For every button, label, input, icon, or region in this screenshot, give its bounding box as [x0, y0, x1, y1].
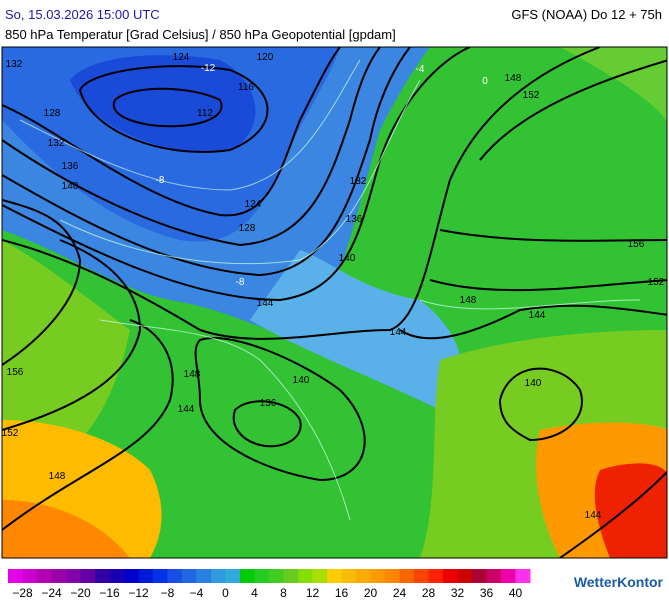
colorbar-cell	[211, 569, 226, 583]
contour-label: 148	[184, 369, 201, 380]
colorbar-cell	[298, 569, 313, 583]
contour-label: 148	[505, 73, 522, 84]
colorbar-label: −28	[12, 586, 33, 600]
colorbar-cell	[515, 569, 531, 583]
colorbar-cell	[269, 569, 284, 583]
contour-label: 132	[350, 176, 367, 187]
model-label: GFS (NOAA) Do 12 + 75h	[511, 7, 662, 22]
colorbar-label: 20	[364, 586, 378, 600]
colorbar-cell	[443, 569, 458, 583]
colorbar-cell	[356, 569, 371, 583]
colorbar-cell	[167, 569, 183, 583]
colorbar-cell	[385, 569, 400, 583]
contour-label: 156	[628, 239, 645, 250]
contour-label: 152	[523, 90, 540, 101]
colorbar-cell	[399, 569, 415, 583]
colorbar-label: 16	[335, 586, 349, 600]
colorbar-cell	[312, 569, 328, 583]
colorbar-label: −4	[190, 586, 204, 600]
colorbar-cell	[196, 569, 212, 583]
colorbar-label: 8	[280, 586, 287, 600]
contour-label: 148	[460, 295, 477, 306]
contour-label: -12	[201, 63, 216, 74]
contour-label: 124	[245, 199, 262, 210]
colorbar-label: −8	[161, 586, 175, 600]
contour-label: 128	[239, 223, 256, 234]
contour-label: 0	[482, 76, 488, 87]
contour-label: 128	[44, 108, 61, 119]
colorbar-label: 28	[422, 586, 436, 600]
colorbar-label: −20	[70, 586, 91, 600]
colorbar-cell	[283, 569, 299, 583]
colorbar-label: 4	[251, 586, 258, 600]
contour-label: 144	[178, 404, 195, 415]
colorbar-cell	[22, 569, 38, 583]
contour-label: 140	[293, 375, 310, 386]
colorbar-cell	[109, 569, 125, 583]
brand: WetterKontor	[574, 574, 664, 590]
colorbar-cell	[124, 569, 139, 583]
map	[2, 47, 667, 558]
colorbar-cell	[138, 569, 154, 583]
colorbar-label: 32	[451, 586, 465, 600]
contour-label: 144	[529, 310, 546, 321]
contour-label: 120	[257, 52, 274, 63]
colorbar-label: 40	[509, 586, 523, 600]
colorbar-cell	[66, 569, 81, 583]
colorbar-cell	[472, 569, 487, 583]
colorbar-cell	[370, 569, 386, 583]
subtitle: 850 hPa Temperatur [Grad Celsius] / 850 …	[5, 27, 396, 42]
colorbar-cell	[457, 569, 473, 583]
contour-label: 136	[260, 398, 277, 409]
colorbar-label: −16	[99, 586, 120, 600]
colorbar-cell	[8, 569, 23, 583]
colorbar-label: −12	[128, 586, 149, 600]
colorbar-cell	[80, 569, 96, 583]
contour-label: 144	[257, 298, 274, 309]
contour-label: 148	[49, 471, 66, 482]
contour-label: 116	[238, 82, 254, 93]
colorbar-cell	[95, 569, 110, 583]
colorbar-cell	[225, 569, 241, 583]
colorbar-cell	[501, 569, 516, 583]
contour-label: 152	[648, 277, 665, 288]
contour-label: 144	[390, 327, 407, 338]
map-frame	[1, 46, 668, 559]
contour-label: 136	[346, 214, 363, 225]
date-label: So, 15.03.2026 15:00 UTC	[5, 7, 160, 22]
contour-label: -4	[416, 64, 425, 75]
colorbar-label: 0	[222, 586, 229, 600]
contour-label: 136	[62, 161, 79, 172]
colorbar-label: −24	[41, 586, 62, 600]
contour-label: 156	[7, 367, 24, 378]
colorbar-label: 36	[480, 586, 494, 600]
contour-label: 132	[6, 59, 23, 70]
contour-label: 140	[62, 181, 79, 192]
colorbar-cell	[254, 569, 270, 583]
colorbar-cell	[182, 569, 197, 583]
contour-label: -8	[156, 175, 165, 186]
colorbar-cell	[327, 569, 342, 583]
colorbar-cell	[414, 569, 429, 583]
contour-label: 112	[197, 108, 213, 119]
colorbar-cell	[486, 569, 502, 583]
colorbar-cell	[341, 569, 357, 583]
contour-label: 140	[525, 378, 542, 389]
contour-label: 132	[48, 138, 65, 149]
contour-label: 124	[173, 52, 190, 63]
colorbar-cell	[153, 569, 168, 583]
contour-label: 144	[585, 510, 602, 521]
colorbar-cell	[240, 569, 255, 583]
contour-label: 152	[2, 428, 19, 439]
colorbar-cell	[428, 569, 444, 583]
colorbar-label: 12	[306, 586, 320, 600]
colorbar-cell	[51, 569, 67, 583]
colorbar-label: 24	[393, 586, 407, 600]
contour-label: 140	[339, 253, 356, 264]
contour-label: -8	[236, 277, 245, 288]
colorbar-cell	[37, 569, 52, 583]
